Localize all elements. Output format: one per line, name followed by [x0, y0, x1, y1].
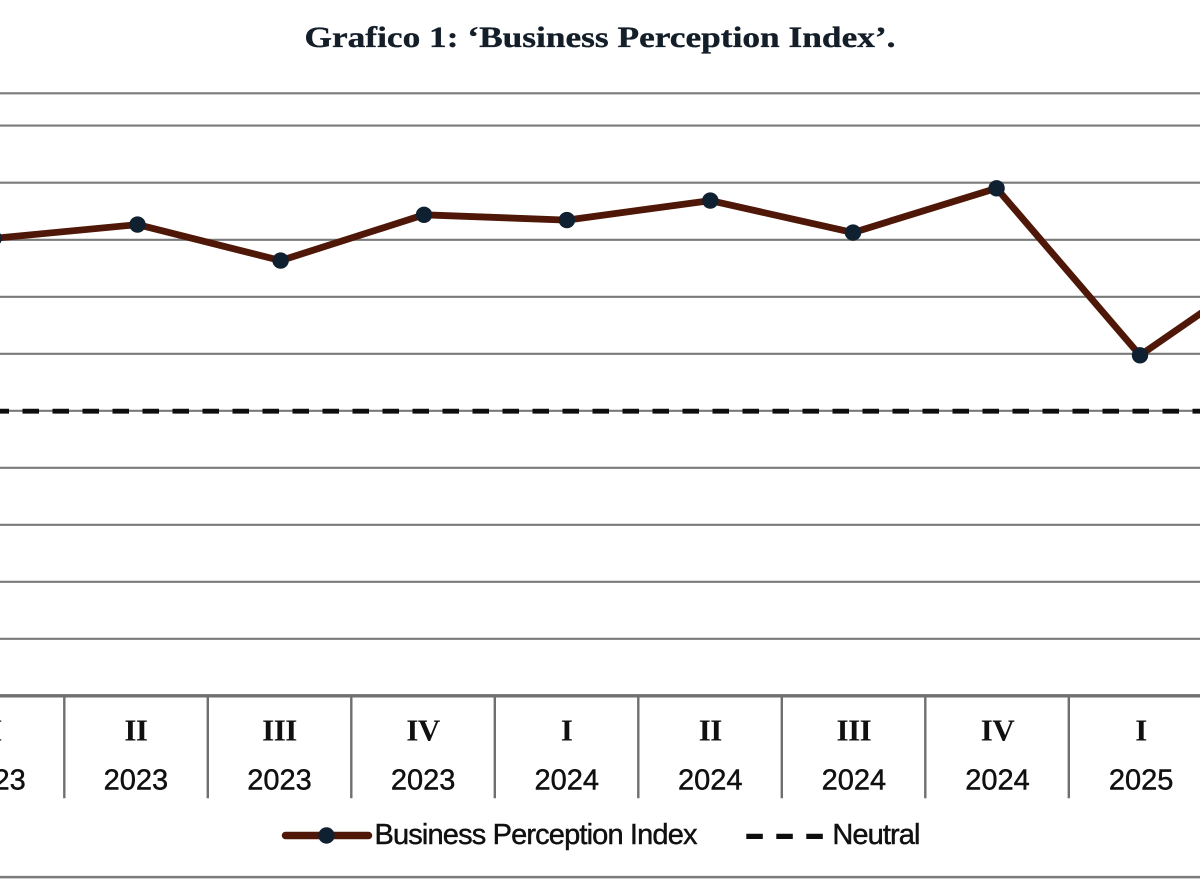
svg-text:Grafico 1: ‘Business Perceptio: Grafico 1: ‘Business Perception Index’. [304, 21, 895, 54]
svg-text:Neutral: Neutral [832, 819, 919, 851]
svg-text:2023: 2023 [104, 764, 169, 796]
svg-text:2025: 2025 [1109, 764, 1174, 796]
svg-text:III: III [262, 713, 297, 748]
svg-text:I: I [0, 713, 2, 748]
svg-text:II: II [699, 713, 723, 748]
svg-text:2023: 2023 [391, 764, 456, 796]
svg-text:IV: IV [981, 713, 1016, 748]
svg-text:Business Perception Index: Business Perception Index [375, 819, 698, 851]
svg-text:I: I [561, 713, 573, 748]
svg-text:III: III [837, 713, 872, 748]
svg-text:I: I [1135, 713, 1147, 748]
svg-text:II: II [124, 713, 148, 748]
svg-text:2024: 2024 [822, 764, 887, 796]
svg-text:2023: 2023 [0, 764, 26, 796]
svg-text:2024: 2024 [534, 764, 599, 796]
svg-text:IV: IV [406, 713, 441, 748]
svg-text:2023: 2023 [247, 764, 312, 796]
svg-text:2024: 2024 [965, 764, 1030, 796]
svg-text:2024: 2024 [678, 764, 743, 796]
